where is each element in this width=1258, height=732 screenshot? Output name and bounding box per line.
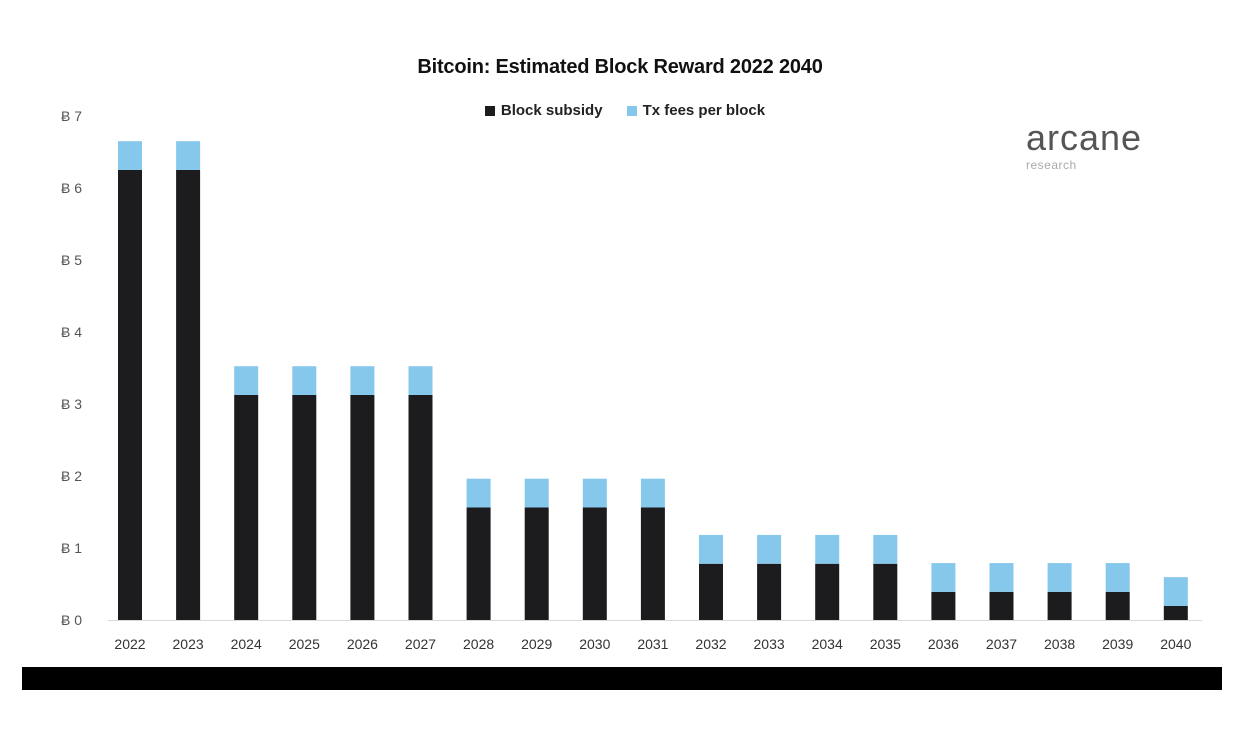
brand-subtitle: research xyxy=(1026,158,1077,172)
x-tick-label: 2027 xyxy=(405,636,436,652)
bar-tx-fees xyxy=(989,563,1014,592)
x-tick-label: 2028 xyxy=(463,636,494,652)
bar-chart: Ƀ 0Ƀ 1Ƀ 2Ƀ 3Ƀ 4Ƀ 5Ƀ 6Ƀ 7 2022 2023 2024 202… xyxy=(61,108,1202,652)
legend-item-tx-fees: Tx fees per block xyxy=(626,102,766,119)
legend-label-tx-fees: Tx fees per block xyxy=(642,102,766,119)
x-tick-label: 2022 xyxy=(114,636,145,652)
bar-tx-fees xyxy=(524,478,549,508)
x-tick-label: 2033 xyxy=(754,636,785,652)
bar-tx-fees xyxy=(350,366,375,395)
bar-block-subsidy xyxy=(350,395,375,620)
bar-tx-fees xyxy=(1047,563,1072,592)
bar-block-subsidy xyxy=(292,395,317,620)
x-axis: 2022 2023 2024 2025 2026 2027 2028 2029 2030 2031… xyxy=(114,636,1191,652)
bar-tx-fees xyxy=(234,366,259,395)
x-tick-label: 2036 xyxy=(928,636,959,652)
y-tick-label: Ƀ 5 xyxy=(61,252,82,268)
y-tick-label: Ƀ 0 xyxy=(61,612,82,628)
bar-tx-fees xyxy=(873,534,898,564)
bar-tx-fees xyxy=(466,478,491,508)
bar-tx-fees xyxy=(176,141,201,170)
bar-tx-fees xyxy=(815,534,840,564)
y-tick-label: Ƀ 6 xyxy=(61,180,82,196)
x-tick-label: 2025 xyxy=(289,636,320,652)
bar-tx-fees xyxy=(582,478,607,508)
brand-logo: arcane research xyxy=(1026,117,1143,173)
y-tick-label: Ƀ 7 xyxy=(61,108,82,124)
bar-block-subsidy xyxy=(466,507,491,620)
y-tick-label: Ƀ 1 xyxy=(61,540,82,556)
bottom-black-bar xyxy=(22,667,1222,690)
x-tick-label: 2035 xyxy=(870,636,901,652)
x-tick-label: 2030 xyxy=(579,636,610,652)
y-tick-label: Ƀ 4 xyxy=(61,324,82,340)
legend-swatch-block-subsidy xyxy=(484,105,495,116)
x-tick-label: 2029 xyxy=(521,636,552,652)
bar-tx-fees xyxy=(931,563,956,592)
chart-legend: Block subsidy Tx fees per block xyxy=(0,102,1250,119)
x-tick-label: 2032 xyxy=(695,636,726,652)
x-tick-label: 2039 xyxy=(1102,636,1133,652)
bar-block-subsidy xyxy=(757,563,782,620)
bar-tx-fees xyxy=(699,534,723,564)
bar-block-subsidy xyxy=(118,170,142,620)
brand-name: arcane xyxy=(1026,117,1143,158)
x-tick-label: 2026 xyxy=(347,636,378,652)
y-tick-label: Ƀ 3 xyxy=(61,396,82,412)
legend-swatch-tx-fees xyxy=(626,105,637,116)
bar-tx-fees xyxy=(408,366,433,395)
legend-item-block-subsidy: Block subsidy xyxy=(484,102,603,119)
bar-tx-fees xyxy=(292,366,317,395)
legend-label-block-subsidy: Block subsidy xyxy=(500,102,603,119)
bar-block-subsidy xyxy=(640,507,665,620)
chart-title: Bitcoin: Estimated Block Reward 2022 204… xyxy=(417,56,823,78)
x-tick-label: 2024 xyxy=(231,636,262,652)
bar-tx-fees xyxy=(1105,563,1130,592)
bar-block-subsidy xyxy=(176,170,201,620)
bar-block-subsidy xyxy=(699,563,723,620)
x-tick-label: 2034 xyxy=(812,636,843,652)
bars xyxy=(118,141,1188,620)
y-axis: Ƀ 0 Ƀ 1 Ƀ 2 Ƀ 3 Ƀ 4 Ƀ 5 Ƀ 6 Ƀ 7 xyxy=(61,108,82,628)
bar-block-subsidy xyxy=(408,395,433,620)
bar-tx-fees xyxy=(1163,577,1188,606)
bar-tx-fees xyxy=(640,478,665,508)
bar-block-subsidy xyxy=(582,507,607,620)
x-tick-label: 2037 xyxy=(986,636,1017,652)
x-tick-label: 2038 xyxy=(1044,636,1075,652)
bar-block-subsidy xyxy=(524,507,549,620)
bar-tx-fees xyxy=(118,141,142,170)
x-tick-label: 2031 xyxy=(637,636,668,652)
bar-block-subsidy xyxy=(1163,605,1188,620)
x-tick-label: 2023 xyxy=(173,636,204,652)
bar-block-subsidy xyxy=(234,395,259,620)
bar-block-subsidy xyxy=(1105,591,1130,620)
bar-block-subsidy xyxy=(873,563,898,620)
x-tick-label: 2040 xyxy=(1160,636,1191,652)
y-tick-label: Ƀ 2 xyxy=(61,468,82,484)
bar-tx-fees xyxy=(757,534,782,564)
bar-block-subsidy xyxy=(931,591,956,620)
bar-block-subsidy xyxy=(1047,591,1072,620)
bar-block-subsidy xyxy=(815,563,840,620)
bar-block-subsidy xyxy=(989,591,1014,620)
